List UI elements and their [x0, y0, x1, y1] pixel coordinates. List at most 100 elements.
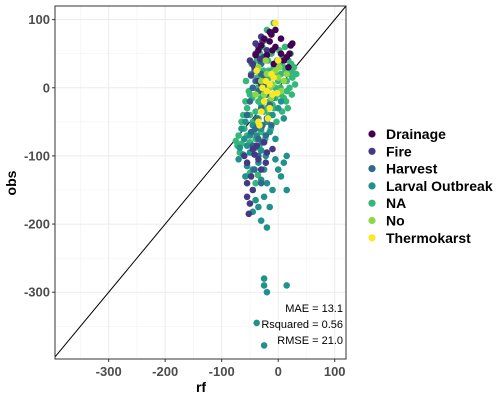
data-point-na	[286, 84, 293, 92]
data-point-drainage	[263, 51, 271, 59]
data-point-fire	[263, 47, 271, 54]
data-point-na	[252, 108, 259, 115]
data-point-larval-outbreak	[283, 186, 291, 194]
data-point-larval-outbreak	[274, 166, 282, 173]
data-point-fire	[260, 139, 268, 146]
legend-label: Harvest	[386, 161, 438, 177]
data-point-thermokarst	[257, 108, 265, 115]
stat-rmse: RMSE = 21.0	[277, 335, 343, 347]
legend-key	[368, 147, 376, 155]
data-point-na	[235, 132, 242, 139]
data-point-fire	[253, 142, 260, 149]
stat-mae: MAE = 13.1	[285, 303, 343, 315]
data-point-larval-outbreak	[257, 217, 265, 224]
legend-item-na: NA	[368, 195, 406, 211]
data-point-larval-outbreak	[269, 186, 276, 194]
data-point-harvest	[257, 179, 265, 187]
data-point-harvest	[246, 98, 254, 105]
data-point-no	[276, 64, 283, 71]
data-point-larval-outbreak	[253, 319, 260, 327]
data-point-na	[242, 77, 250, 85]
data-point-fire	[245, 210, 253, 218]
data-point-no	[280, 77, 288, 85]
legend-key	[368, 234, 376, 242]
legend-item-no: No	[368, 213, 405, 229]
data-point-larval-outbreak	[260, 342, 268, 349]
data-point-drainage	[252, 51, 259, 59]
data-point-harvest	[243, 111, 251, 119]
data-point-larval-outbreak	[272, 156, 279, 163]
data-point-thermokarst	[274, 57, 282, 64]
data-point-larval-outbreak	[283, 282, 291, 289]
reference-line-group	[54, 5, 347, 358]
data-point-fire	[263, 149, 271, 156]
data-point-drainage	[260, 35, 268, 42]
legend-label: Larval Outbreak	[386, 178, 493, 194]
data-point-larval-outbreak	[283, 152, 291, 160]
legend-item-thermokarst: Thermokarst	[368, 230, 471, 246]
data-point-larval-outbreak	[269, 111, 276, 119]
data-point-drainage	[272, 26, 279, 34]
data-point-fire	[269, 145, 276, 153]
y-tick-label: -100	[24, 148, 50, 163]
data-point-no	[262, 57, 270, 64]
legend-label: Thermokarst	[386, 230, 471, 246]
data-point-harvest	[251, 166, 258, 173]
data-point-drainage	[287, 42, 294, 49]
axis-ticks: -300 -200 -100 0 100 -300 -200 -100 0 100	[24, 12, 346, 379]
data-point-na	[284, 104, 292, 112]
data-point-fire	[252, 40, 259, 47]
data-point-fire	[255, 156, 262, 163]
data-point-larval-outbreak	[263, 224, 271, 231]
data-point-fire	[262, 159, 270, 166]
y-tick-label: 0	[43, 80, 50, 95]
data-point-drainage	[266, 28, 274, 36]
data-point-larval-outbreak	[260, 275, 268, 282]
legend-label: Drainage	[386, 126, 446, 142]
plot-border	[54, 5, 347, 360]
y-tick-label: 100	[28, 12, 50, 27]
data-point-harvest	[262, 132, 270, 139]
data-point-na	[232, 137, 240, 145]
data-point-no	[252, 91, 259, 98]
legend-label: No	[386, 213, 405, 229]
y-tick-label: -200	[24, 217, 50, 232]
data-point-fire	[243, 179, 251, 187]
data-point-na	[273, 118, 280, 126]
data-point-larval-outbreak	[277, 173, 285, 180]
data-point-fire	[257, 166, 265, 173]
legend-item-drainage: Drainage	[368, 126, 446, 142]
legend-item-larval-outbreak: Larval Outbreak	[368, 178, 493, 194]
data-point-fire	[243, 159, 251, 166]
x-tick-label: -200	[152, 364, 178, 379]
data-point-na	[252, 179, 259, 187]
data-point-larval-outbreak	[280, 159, 288, 166]
data-point-larval-outbreak	[242, 173, 249, 180]
data-point-na	[254, 171, 262, 179]
data-point-fire	[243, 193, 251, 201]
data-point-thermokarst	[259, 84, 266, 92]
data-point-drainage	[280, 57, 288, 64]
x-tick-label: 0	[275, 364, 282, 379]
data-point-larval-outbreak	[263, 288, 271, 296]
stats-annotation: MAE = 13.1 Rsquared = 0.56 RMSE = 21.0	[261, 303, 343, 347]
data-point-na	[288, 91, 296, 98]
data-point-thermokarst	[270, 74, 278, 81]
data-point-thermokarst	[272, 19, 279, 27]
legend-item-fire: Fire	[368, 143, 412, 159]
data-point-larval-outbreak	[260, 282, 268, 289]
data-point-drainage	[277, 50, 285, 57]
data-point-harvest	[247, 128, 255, 136]
data-point-larval-outbreak	[255, 203, 262, 211]
data-point-larval-outbreak	[266, 203, 274, 211]
data-point-drainage	[255, 47, 262, 54]
data-point-drainage	[285, 64, 292, 71]
legend-key	[368, 199, 376, 207]
y-tick-label: -300	[24, 285, 50, 300]
x-axis-title: rf	[196, 379, 206, 395]
legend-label: NA	[386, 195, 406, 211]
data-point-drainage	[269, 47, 276, 54]
data-point-no	[257, 77, 265, 85]
data-point-fire	[246, 200, 254, 207]
